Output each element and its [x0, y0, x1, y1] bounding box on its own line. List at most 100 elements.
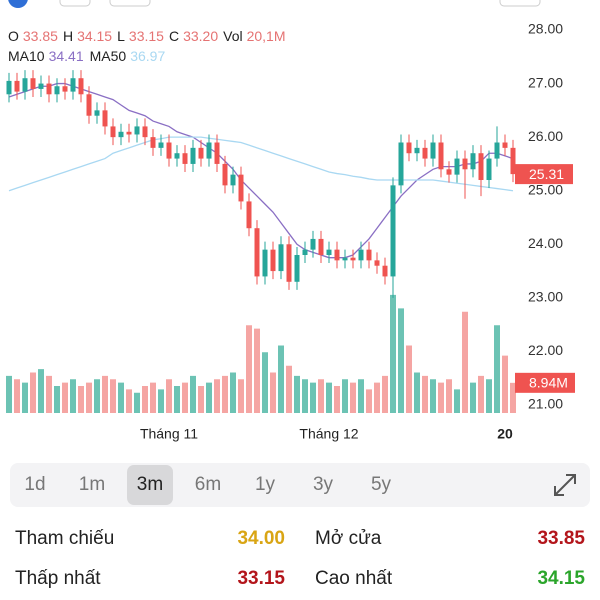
candle-body	[446, 169, 452, 175]
toolbar-icon[interactable]	[8, 0, 28, 8]
candle-body	[318, 238, 324, 255]
y-tick-label: 26.00	[528, 128, 563, 144]
candle-body	[310, 238, 316, 250]
volume-bar	[414, 372, 420, 413]
stat-value: 33.15	[237, 568, 285, 589]
y-tick-label: 23.00	[528, 289, 563, 305]
candle-body	[254, 228, 260, 277]
legend-value: 33.20	[183, 28, 218, 44]
candle-body	[422, 147, 428, 159]
volume-bar	[94, 379, 100, 413]
candle-body	[94, 110, 100, 116]
timeframe-button[interactable]: 1m	[78, 474, 106, 495]
timeframe-button[interactable]: 6m	[194, 474, 222, 495]
candle-body	[406, 142, 412, 154]
stat-label: Thấp nhất	[15, 568, 101, 589]
timeframe-bar: 1d 1m 3m 6m 1y 3y 5y	[10, 463, 590, 507]
volume-bar	[342, 379, 348, 413]
candle-body	[222, 163, 228, 186]
volume-bar	[110, 379, 116, 413]
volume-bar	[462, 311, 468, 413]
candle-body	[230, 174, 236, 186]
candle-body	[438, 142, 444, 170]
volume-bar	[150, 382, 156, 413]
volume-bar	[198, 386, 204, 413]
candle-body	[494, 142, 500, 159]
candle-body	[374, 260, 380, 266]
candle-body	[238, 174, 244, 202]
volume-bar	[358, 379, 364, 413]
legend-key: C	[169, 28, 179, 44]
y-tick-label: 24.00	[528, 235, 563, 251]
volume-bar	[398, 308, 404, 413]
volume-bar	[142, 386, 148, 413]
candle-body	[110, 126, 116, 138]
volume-bar	[390, 294, 396, 413]
candle-body	[78, 78, 84, 95]
candle-body	[382, 265, 388, 277]
volume-bar	[494, 325, 500, 413]
candle-body	[462, 158, 468, 170]
legend-value: 34.15	[77, 28, 112, 44]
volume-bar	[38, 369, 44, 413]
candle-body	[150, 137, 156, 148]
legend-key: MA10	[8, 48, 45, 64]
stat-value: 33.85	[537, 528, 585, 549]
volume-bar	[6, 375, 12, 413]
volume-bar	[30, 372, 36, 413]
legend-key: H	[63, 28, 73, 44]
candle-body	[302, 249, 308, 255]
candle-body	[470, 153, 476, 170]
candle-body	[294, 255, 300, 282]
toolbar-button[interactable]	[499, 0, 541, 7]
volume-bar	[278, 345, 284, 413]
candle-body	[118, 131, 124, 138]
candle-body	[86, 94, 92, 116]
stat: Cao nhất 34.15	[315, 564, 585, 594]
y-tick-label: 25.00	[528, 181, 563, 197]
stat: Mở cửa 33.85	[315, 524, 585, 554]
volume-bar	[174, 386, 180, 413]
volume-label: 8.94M	[529, 375, 568, 391]
volume-bar	[502, 355, 508, 413]
expand-icon[interactable]	[550, 470, 580, 500]
toolbar-button[interactable]	[109, 0, 151, 7]
timeframe-button[interactable]: 3y	[312, 474, 334, 495]
y-tick-label: 22.00	[528, 342, 563, 358]
volume-bar	[78, 386, 84, 413]
volume-bar	[182, 382, 188, 413]
volume-bar	[446, 379, 452, 413]
legend-key: MA50	[90, 48, 127, 64]
candle-body	[38, 83, 44, 89]
timeframe-button[interactable]: 3m	[127, 465, 173, 505]
candle-body	[326, 249, 332, 255]
candle-body	[30, 78, 36, 89]
volume-bar	[158, 389, 164, 413]
volume-bar	[206, 382, 212, 413]
volume-bar	[166, 379, 172, 413]
legend-value: 33.85	[23, 28, 58, 44]
candle-body	[54, 86, 60, 95]
volume-bar	[422, 375, 428, 413]
timeframe-button[interactable]: 1y	[254, 474, 276, 495]
candle-body	[390, 185, 396, 277]
volume-bar	[134, 392, 140, 413]
timeframe-button[interactable]: 5y	[370, 474, 392, 495]
ma-line	[8, 136, 514, 192]
volume-bar	[62, 382, 68, 413]
candle-body	[134, 126, 140, 135]
volume-bar	[470, 382, 476, 413]
price-label-bg	[515, 164, 573, 185]
timeframe-button[interactable]: 1d	[24, 474, 46, 495]
legend-value: 36.97	[130, 48, 165, 64]
candle-body	[486, 158, 492, 180]
candle-body	[62, 86, 68, 92]
x-tick-label: Tháng 12	[299, 426, 358, 442]
ma-line	[8, 82, 514, 259]
legend-key: L	[117, 28, 125, 44]
stat-value: 34.15	[537, 568, 585, 589]
toolbar-button[interactable]	[59, 0, 91, 7]
volume-bar	[310, 382, 316, 413]
y-tick-label: 27.00	[528, 74, 563, 90]
